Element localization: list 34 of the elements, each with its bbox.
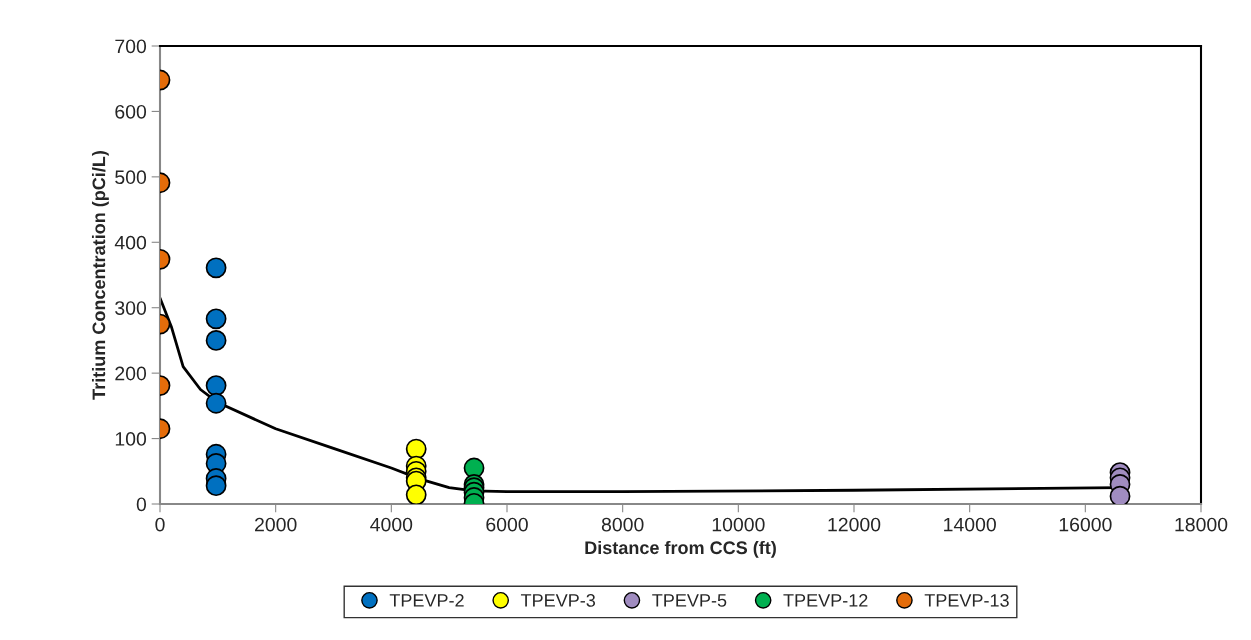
x-tick-label: 16000 (1059, 517, 1112, 532)
y-axis-title: Tritium Concentration (pCi/L) (91, 151, 109, 400)
x-tick-label: 12000 (828, 517, 881, 532)
y-tick-label: 600 (115, 104, 147, 119)
point (205, 308, 227, 330)
legend-label: TPEVP-5 (652, 594, 727, 607)
legend-label: TPEVP-2 (389, 594, 464, 607)
y-tick-label: 0 (136, 497, 147, 512)
point (405, 438, 427, 460)
legend-label: TPEVP-13 (924, 594, 1009, 607)
x-tick-label: 4000 (370, 517, 413, 532)
point (205, 475, 227, 497)
point (205, 257, 227, 279)
y-tick-label: 300 (115, 301, 147, 315)
y-tick-label: 700 (115, 39, 147, 54)
y-tick-label: 200 (115, 366, 147, 381)
x-tick-label: 0 (155, 517, 165, 532)
legend-label: TPEVP-12 (783, 594, 868, 607)
x-tick-label: 10000 (712, 517, 765, 532)
y-tick-label: 400 (114, 235, 147, 250)
x-axis-title: Distance from CCS (ft) (585, 540, 776, 558)
legend-label: TPEVP-3 (520, 594, 596, 607)
point (1109, 485, 1131, 504)
point (205, 375, 227, 396)
point (405, 484, 427, 504)
point (205, 392, 227, 414)
x-tick-label: 2000 (255, 517, 297, 532)
x-tick-label: 6000 (486, 517, 528, 532)
x-tick-label: 14000 (944, 517, 996, 532)
x-tick-label: 18000 (1175, 517, 1228, 532)
point (205, 330, 227, 351)
y-tick-label: 500 (115, 170, 147, 185)
x-tick-label: 8000 (601, 517, 644, 532)
y-tick-label: 100 (115, 432, 147, 446)
